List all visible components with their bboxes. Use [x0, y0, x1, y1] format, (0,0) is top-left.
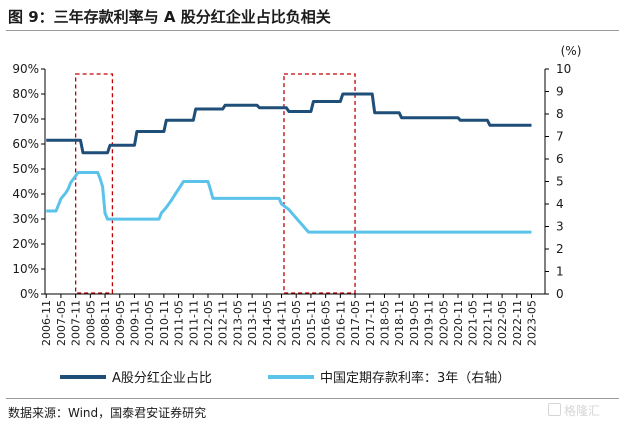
- y-right-unit-label: (%): [561, 44, 582, 58]
- y-left-tick-label: 30%: [12, 212, 39, 226]
- highlight-box-1: [74, 73, 114, 294]
- x-tick-label: 2008-05: [84, 300, 97, 346]
- legend-label-deposit-rate: 中国定期存款利率：3年（右轴）: [320, 370, 510, 386]
- y-right-tick-label: 3: [556, 220, 564, 234]
- dividend-rate-chart: 0% 10% 20% 30% 40% 50% 60% 70% 80% 90% 0 1 2 3 4 5 6 7 8 9 1…: [12, 44, 581, 386]
- axes: 0% 10% 20% 30% 40% 50% 60% 70% 80% 90% 0 1 2 3 4 5 6 7 8 9 1…: [12, 44, 581, 346]
- x-tick-label: 2018-05: [378, 300, 391, 346]
- y-right-tick-label: 7: [556, 130, 564, 144]
- x-tick-label: 2019-05: [408, 300, 421, 346]
- x-tick-label: 2014-05: [261, 300, 274, 346]
- watermark-text: 格隆汇: [564, 404, 601, 418]
- source-note: 数据来源：Wind，国泰君安证券研究: [8, 406, 207, 420]
- x-tick-label: 2012-05: [202, 300, 215, 346]
- x-tick-label: 2021-05: [467, 300, 480, 346]
- x-tick-label: 2009-11: [128, 300, 141, 346]
- legend: A股分红企业占比 中国定期存款利率：3年（右轴）: [60, 370, 510, 386]
- y-left-tick-label: 20%: [12, 237, 39, 251]
- y-right-tick-label: 8: [556, 107, 564, 121]
- x-tick-label: 2006-11: [40, 300, 53, 346]
- y-right-tick-label: 9: [556, 85, 564, 99]
- y-left-tick-label: 70%: [12, 112, 39, 126]
- legend-label-dividend-share: A股分红企业占比: [112, 370, 212, 386]
- y-left-tick-label: 40%: [12, 187, 39, 201]
- x-tick-label: 2017-05: [349, 300, 362, 346]
- y-right-tick-label: 5: [556, 175, 564, 189]
- x-tick-label: 2014-11: [276, 300, 289, 346]
- x-tick-label: 2020-05: [437, 300, 450, 346]
- x-tick-label: 2007-05: [55, 300, 68, 346]
- x-tick-label: 2016-11: [334, 300, 347, 346]
- x-tick-label: 2008-11: [99, 300, 112, 346]
- highlight-box-2: [283, 73, 356, 294]
- figure-title: 图 9：三年存款利率与 A 股分红企业占比负相关: [8, 8, 331, 26]
- x-tick-label: 2022-05: [496, 300, 509, 346]
- x-tick-label: 2011-11: [187, 300, 200, 346]
- y-left-tick-label: 80%: [12, 87, 39, 101]
- highlight-boxes: [74, 73, 356, 294]
- y-right-tick-label: 2: [556, 242, 564, 256]
- x-tick-label: 2017-11: [364, 300, 377, 346]
- x-tick-label: 2012-11: [217, 300, 230, 346]
- series-line-dividend-share: [46, 92, 532, 155]
- x-tick-label: 2011-05: [173, 300, 186, 346]
- y-left-tick-label: 0%: [20, 287, 39, 301]
- source-divider: [6, 398, 619, 399]
- y-left-tick-label: 50%: [12, 162, 39, 176]
- y-right-tick-label: 1: [556, 265, 564, 279]
- x-tick-label: 2016-05: [320, 300, 333, 346]
- x-tick-label: 2021-11: [481, 300, 494, 346]
- x-tick-label: 2018-11: [393, 300, 406, 346]
- series-lines: [46, 92, 532, 234]
- y-left-tick-label: 10%: [12, 262, 39, 276]
- title-divider: [6, 30, 619, 31]
- x-tick-label: 2023-05: [526, 300, 539, 346]
- y-right-tick-label: 10: [556, 62, 571, 76]
- x-tick-label: 2020-11: [452, 300, 465, 346]
- y-right-tick-label: 4: [556, 197, 564, 211]
- x-tick-label: 2019-11: [423, 300, 436, 346]
- x-tick-label: 2010-05: [143, 300, 156, 346]
- series-line-deposit-rate: [46, 171, 532, 234]
- watermark-logo-icon: [548, 403, 561, 416]
- x-tick-label: 2015-05: [290, 300, 303, 346]
- x-tick-label: 2015-11: [305, 300, 318, 346]
- y-right-tick-label: 0: [556, 287, 564, 301]
- x-tick-label: 2013-05: [231, 300, 244, 346]
- y-left-tick-label: 90%: [12, 62, 39, 76]
- x-tick-label: 2007-11: [70, 300, 83, 346]
- x-tick-label: 2009-05: [114, 300, 127, 346]
- y-left-tick-label: 60%: [12, 137, 39, 151]
- y-right-tick-label: 6: [556, 152, 564, 166]
- watermark: 格隆汇: [548, 402, 600, 419]
- x-tick-label: 2010-11: [158, 300, 171, 346]
- x-tick-label: 2013-11: [246, 300, 259, 346]
- x-tick-label: 2022-11: [511, 300, 524, 346]
